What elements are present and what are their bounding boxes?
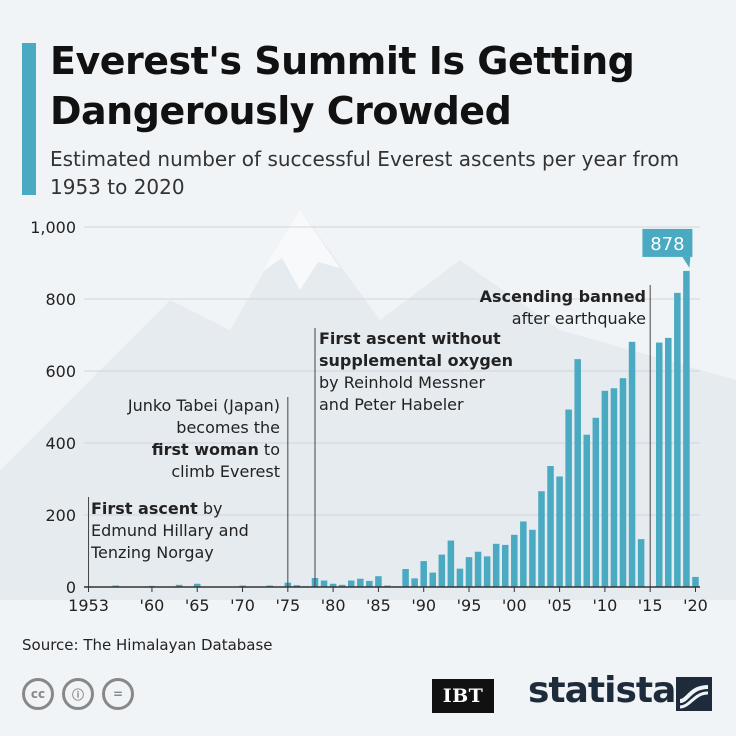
x-tick-label: '85 (366, 596, 391, 615)
bar (320, 580, 328, 587)
bar (193, 583, 201, 587)
y-tick-label: 200 (45, 506, 76, 525)
x-tick-label: '05 (547, 596, 572, 615)
accent-bar (22, 43, 36, 195)
bar (402, 569, 409, 587)
annotation-text: and Peter Habeler (319, 395, 464, 414)
bar (655, 342, 663, 587)
bar (474, 551, 482, 587)
x-tick-label: '75 (275, 596, 300, 615)
x-tick-label: '90 (411, 596, 436, 615)
ibt-logo[interactable]: IBT (432, 679, 494, 713)
bar (665, 337, 672, 587)
chart-subtitle: Estimated number of successful Everest a… (50, 147, 680, 199)
annotation-text: climb Everest (171, 462, 280, 481)
bar (175, 584, 183, 587)
bar (338, 584, 346, 587)
annotation-text: supplemental oxygen (319, 351, 513, 370)
bar (447, 540, 455, 587)
annotation-text: Ascending banned (480, 287, 646, 306)
x-tick-label: '00 (502, 596, 527, 615)
annotation-text: First ascent without (319, 329, 501, 348)
callout-pointer (682, 256, 691, 268)
bar (529, 529, 536, 587)
callout-label: 878 (650, 234, 684, 255)
bar (565, 409, 572, 587)
bar (411, 578, 418, 587)
bar (492, 543, 500, 587)
bar (456, 568, 464, 587)
bar (347, 580, 355, 587)
bar (483, 556, 491, 587)
bar (556, 476, 563, 587)
source-note: Source: The Himalayan Database (22, 636, 273, 654)
bar (674, 292, 681, 587)
bar (619, 378, 627, 587)
creative-commons-icon[interactable]: cc (22, 678, 54, 710)
x-tick-label: 1953 (68, 596, 109, 615)
annotation-text: by Reinhold Messner (319, 373, 485, 392)
y-tick-label: 0 (66, 578, 76, 597)
y-axis: 0 200 400 600 800 1,000 (30, 218, 76, 597)
annotation-text: First ascent by (91, 499, 222, 518)
x-tick-label: '20 (683, 596, 708, 615)
bar (574, 359, 581, 587)
bar (329, 583, 337, 587)
x-tick-label: '80 (321, 596, 346, 615)
bar (601, 390, 609, 587)
x-tick-label: '15 (638, 596, 663, 615)
y-tick-label: 600 (45, 362, 76, 381)
bar (465, 557, 473, 587)
bar (375, 576, 382, 587)
bar (501, 544, 509, 587)
annotation-text: Tenzing Norgay (90, 543, 214, 562)
bar (538, 491, 545, 587)
bars (85, 270, 699, 587)
license-icons: cc ⓘ = (22, 678, 134, 710)
callout-box (642, 228, 693, 257)
no-derivatives-icon[interactable]: = (102, 678, 134, 710)
bar (520, 521, 527, 587)
bar (692, 576, 699, 587)
x-axis: 1953 '60 '65 '70 '75 '80 '85 '90 '95 '00 '05 '10 '15… (68, 586, 708, 615)
bar (547, 466, 554, 587)
x-tick-label: '95 (457, 596, 482, 615)
y-tick-label: 1,000 (30, 218, 76, 237)
annotation-text: Edmund Hillary and (91, 521, 249, 540)
attribution-icon[interactable]: ⓘ (62, 678, 94, 710)
annotation-text: becomes the (176, 418, 280, 437)
x-tick-label: '65 (185, 596, 210, 615)
bar (683, 270, 690, 587)
bar (293, 585, 301, 587)
y-tick-label: 800 (45, 290, 76, 309)
statista-logo[interactable]: statista (528, 670, 676, 711)
x-tick-label: '10 (592, 596, 617, 615)
bar (366, 580, 373, 587)
bar (438, 554, 446, 587)
annotations: First ascent by Edmund Hillary and Tenzing… (90, 287, 646, 562)
value-callout: 878 (642, 228, 693, 268)
mountain-snow (262, 210, 340, 290)
bar (511, 534, 518, 587)
bar (628, 341, 636, 587)
annotation-text: after earthquake (512, 309, 646, 328)
x-tick-label: '70 (230, 596, 255, 615)
annotation-lines (88, 285, 651, 587)
bar (357, 578, 364, 587)
bar (429, 572, 437, 587)
chart-title: Everest's Summit Is Getting Dangerously … (50, 39, 635, 133)
bar (583, 434, 591, 587)
x-tick-label: '60 (140, 596, 165, 615)
annotation-text: first woman to (152, 440, 280, 459)
annotation-text: Junko Tabei (Japan) (127, 396, 280, 415)
bar (420, 561, 427, 587)
bar (637, 539, 645, 587)
bar (610, 388, 618, 587)
bar (592, 417, 600, 587)
statista-mark-icon (676, 677, 712, 711)
y-tick-label: 400 (45, 434, 76, 453)
